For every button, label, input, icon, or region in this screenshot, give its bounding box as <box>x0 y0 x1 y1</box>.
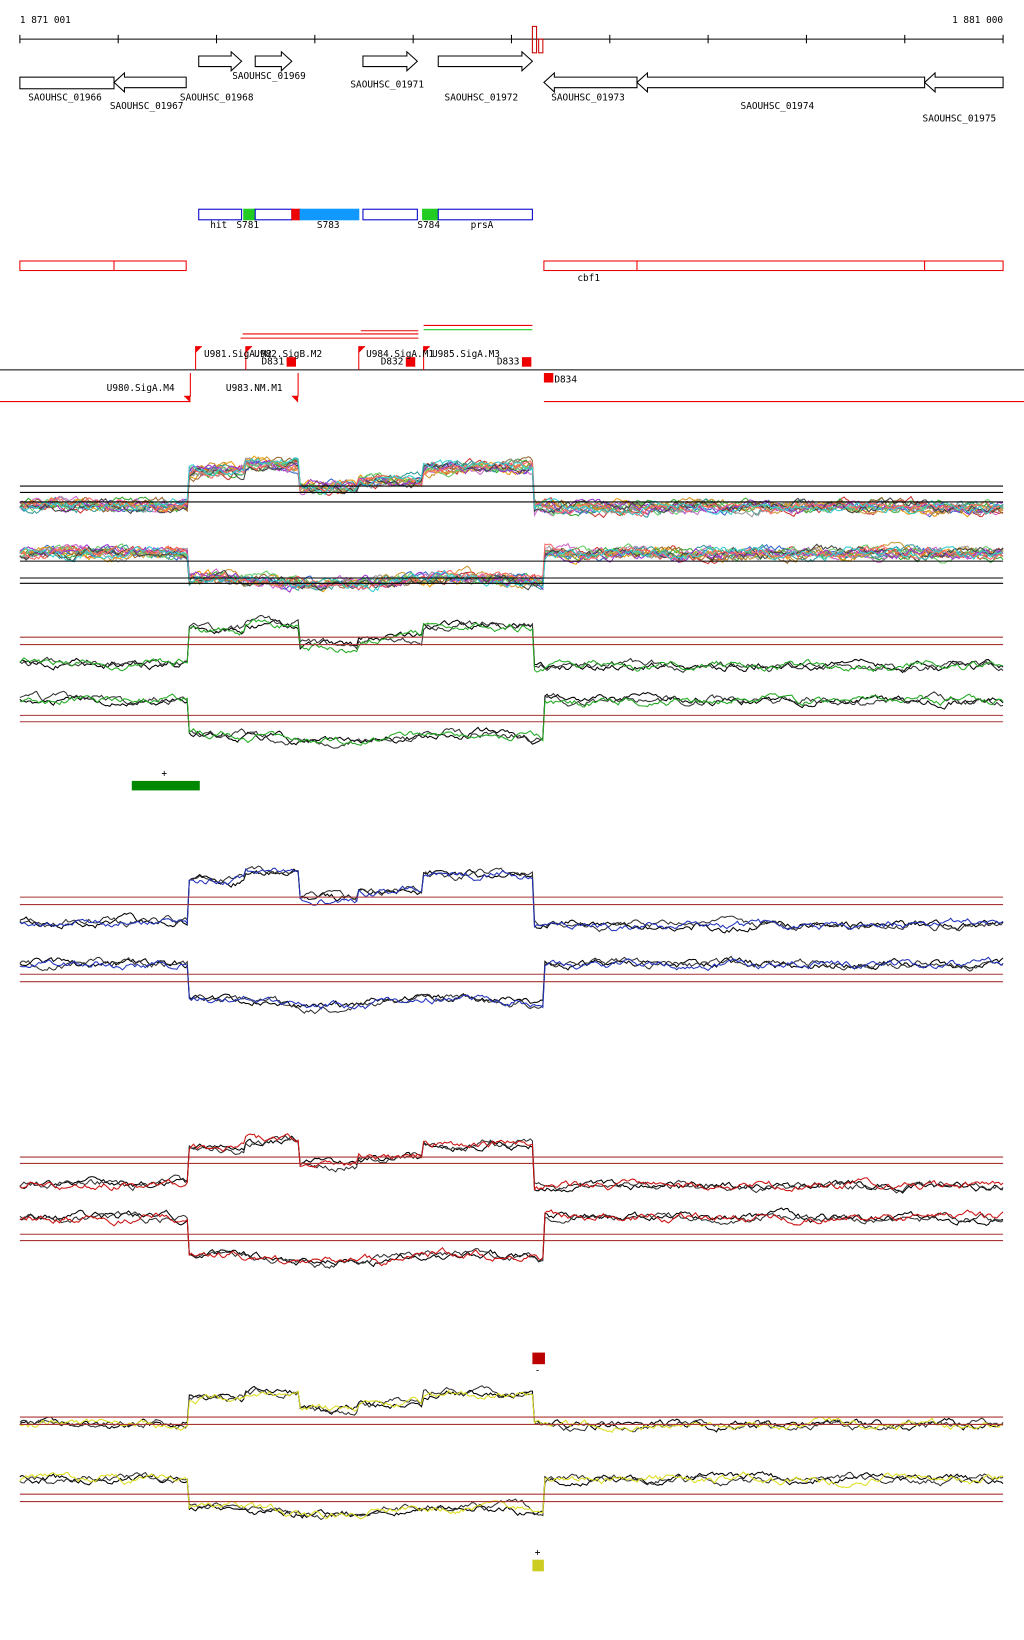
strand-bar <box>131 780 200 791</box>
gene-arrow <box>636 71 926 94</box>
site-flag-head <box>291 396 299 403</box>
site-label: U984.SigA.M1 <box>366 349 434 360</box>
site-label: U985.SigA.M3 <box>432 349 500 360</box>
expression-trace <box>19 690 1004 749</box>
gene-label: SAOUHSC_01967 <box>110 101 184 112</box>
region-box <box>636 260 926 272</box>
expression-trace <box>19 1207 1004 1268</box>
site-label: U983.NM.M1 <box>226 383 283 394</box>
gene-arrow <box>543 71 638 94</box>
gene-label: SAOUHSC_01969 <box>232 71 306 82</box>
site-box <box>543 373 554 383</box>
ruler-marker <box>531 25 538 54</box>
expression-trace <box>19 1209 1004 1267</box>
feature-box <box>422 208 439 221</box>
site-box <box>405 357 416 367</box>
region-box <box>113 260 187 272</box>
expression-trace <box>19 1134 1004 1194</box>
expression-trace <box>19 956 1004 1010</box>
site-label: D834 <box>554 374 577 385</box>
feature-box <box>291 208 301 221</box>
gene-label: SAOUHSC_01975 <box>923 113 997 124</box>
strand-mark: + <box>535 1547 541 1558</box>
expression-trace <box>19 1133 1004 1192</box>
strand-mark: - <box>535 1366 541 1377</box>
site-flag-head <box>423 346 430 353</box>
expression-trace <box>19 618 1004 673</box>
expression-trace <box>19 1390 1004 1433</box>
site-label: U980.SigA.M4 <box>107 383 175 394</box>
ruler-marker <box>538 38 544 54</box>
gene-arrow <box>923 71 1004 94</box>
gene-arrow <box>437 50 534 72</box>
expression-trace <box>19 457 1004 516</box>
expression-trace <box>19 544 1004 590</box>
gene-label: SAOUHSC_01971 <box>350 80 424 91</box>
feature-label: hit <box>210 220 227 231</box>
strand-mark: + <box>161 769 167 780</box>
expression-trace <box>19 955 1004 1015</box>
feature-label: prsA <box>471 220 494 231</box>
feature-label: S783 <box>317 220 340 231</box>
site-label: U981.SigA.M2 <box>204 349 272 360</box>
feature-label: S781 <box>236 220 259 231</box>
gene-arrow <box>362 50 419 72</box>
site-box <box>521 357 532 367</box>
region-label: cbf1 <box>577 273 600 284</box>
site-flag-head <box>195 346 202 353</box>
ruler-end: 1 881 000 <box>952 15 1003 26</box>
gene-arrow <box>198 50 243 72</box>
expression-trace <box>19 957 1004 1008</box>
gene-label: SAOUHSC_01966 <box>28 92 102 103</box>
strand-box <box>532 1559 544 1572</box>
expression-trace <box>19 1471 1004 1521</box>
expression-trace <box>19 543 1004 591</box>
site-flag-head <box>245 346 253 353</box>
expression-trace <box>19 1471 1004 1519</box>
gene-label: SAOUHSC_01974 <box>741 101 815 112</box>
region-box <box>924 260 1004 272</box>
expression-trace <box>19 543 1004 591</box>
expression-trace <box>19 692 1004 746</box>
gene-label: SAOUHSC_01973 <box>551 92 625 103</box>
gene-label: SAOUHSC_01972 <box>445 92 519 103</box>
site-label: D831 <box>261 357 284 368</box>
expression-trace <box>19 1135 1004 1194</box>
site-label: U982.SigB.M2 <box>254 349 322 360</box>
feature-box <box>198 208 243 221</box>
site-flag-head <box>358 346 366 353</box>
ruler-start: 1 871 001 <box>20 15 71 26</box>
site-label: D833 <box>497 357 520 368</box>
gene-box <box>19 76 115 90</box>
feature-box <box>299 208 360 221</box>
expression-trace <box>19 1471 1004 1520</box>
feature-box <box>362 208 418 221</box>
expression-trace <box>19 1385 1004 1433</box>
feature-box <box>254 208 293 221</box>
feature-label: S784 <box>417 220 440 231</box>
feature-box <box>243 208 256 221</box>
strand-box <box>532 1352 545 1365</box>
gene-label: SAOUHSC_01968 <box>180 92 254 103</box>
gene-arrow <box>113 71 187 94</box>
expression-trace <box>19 545 1004 593</box>
expression-trace <box>19 456 1004 515</box>
expression-trace <box>19 461 1004 515</box>
region-box <box>19 260 115 272</box>
expression-trace <box>19 867 1004 932</box>
site-box <box>286 357 297 367</box>
feature-box <box>437 208 533 221</box>
site-label: D832 <box>381 357 404 368</box>
gene-arrow <box>254 50 293 72</box>
region-box <box>543 260 638 272</box>
